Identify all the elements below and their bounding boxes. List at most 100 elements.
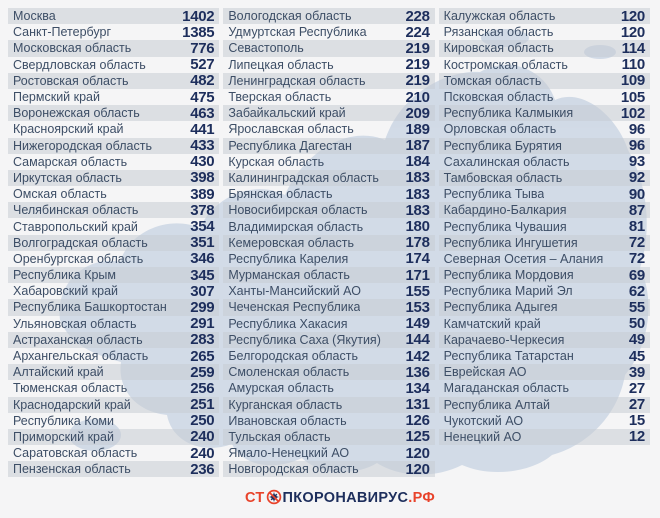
region-row: Ямало-Ненецкий АО 120 xyxy=(223,444,434,462)
region-value: 250 xyxy=(190,412,215,430)
region-value: 27 xyxy=(628,396,645,414)
region-name: Забайкальский край xyxy=(228,106,346,121)
region-row: Белгородская область 142 xyxy=(223,348,434,365)
region-name: Самарская область xyxy=(13,154,128,169)
region-value: 180 xyxy=(405,218,430,236)
region-row: Тульская область 125 xyxy=(223,428,435,446)
region-name: Новосибирская область xyxy=(228,203,368,218)
region-value: 251 xyxy=(190,396,215,414)
region-value: 96 xyxy=(628,137,645,155)
region-name: Ставропольский край xyxy=(13,219,138,234)
region-name: Пермский край xyxy=(13,90,100,105)
region-name: Брянская область xyxy=(228,187,333,202)
region-name: Республика Татарстан xyxy=(443,349,574,364)
region-row: Удмуртская Республика 224 xyxy=(223,23,434,41)
region-value: 346 xyxy=(190,250,215,268)
region-value: 27 xyxy=(628,379,645,397)
logo-prefix: СТ xyxy=(244,490,265,506)
region-row: Ульяновская область 291 xyxy=(8,315,219,333)
region-name: Костромская область xyxy=(443,57,568,72)
region-row: Республика Калмыкия 102 xyxy=(438,104,650,122)
region-value: 228 xyxy=(405,7,430,25)
region-row: Калужская область 120 xyxy=(438,8,650,25)
region-value: 50 xyxy=(628,315,645,333)
region-name: Амурская область xyxy=(228,381,334,396)
region-value: 1402 xyxy=(182,7,215,25)
region-name: Саратовская область xyxy=(13,446,138,461)
region-name: Нижегородская область xyxy=(13,138,152,153)
region-row: Брянская область 183 xyxy=(223,186,434,203)
region-value: 45 xyxy=(628,347,645,365)
region-row: Ярославская область 189 xyxy=(223,121,434,138)
region-value: 15 xyxy=(628,412,645,430)
region-value: 125 xyxy=(405,428,430,446)
region-value: 187 xyxy=(405,137,430,155)
region-row: Кабардино-Балкария 87 xyxy=(438,202,650,219)
regions-column-1: Москва 1402 Санкт-Петербург 1385 Московская … xyxy=(8,7,220,478)
region-value: 265 xyxy=(190,347,215,365)
region-row: Чукотский АО 15 xyxy=(439,412,650,430)
region-value: 224 xyxy=(405,23,430,41)
region-name: Вологодская область xyxy=(228,9,352,24)
region-value: 183 xyxy=(405,169,430,187)
region-row: Томская область 109 xyxy=(438,72,650,90)
region-row: Тамбовская область 92 xyxy=(438,169,650,186)
region-name: Магаданская область xyxy=(443,381,570,396)
region-value: 219 xyxy=(405,72,430,90)
region-value: 345 xyxy=(190,266,215,284)
region-name: Республика Адыгея xyxy=(443,300,558,315)
region-name: Оренбургская область xyxy=(13,251,144,266)
region-value: 291 xyxy=(190,315,215,333)
region-row: Омская область 389 xyxy=(8,186,219,203)
region-name: Карачаево-Черкесия xyxy=(443,332,565,347)
region-name: Калужская область xyxy=(443,9,556,24)
region-value: 209 xyxy=(405,104,430,122)
region-name: Тверская область xyxy=(228,90,332,105)
region-name: Северная Осетия – Алания xyxy=(443,251,604,266)
region-row: Карачаево-Черкесия 49 xyxy=(438,331,650,349)
region-name: Еврейская АО xyxy=(443,365,527,380)
region-row: Архангельская область 265 xyxy=(8,347,219,365)
region-name: Республика Бурятия xyxy=(443,138,562,153)
region-row: Мурманская область 171 xyxy=(223,267,435,284)
region-name: Республика Коми xyxy=(13,413,115,428)
region-value: 153 xyxy=(405,298,430,316)
region-row: Астраханская область 283 xyxy=(8,331,220,349)
region-row: Волгоградская область 351 xyxy=(8,234,220,251)
region-row: Нижегородская область 433 xyxy=(8,137,220,155)
region-name: Республика Мордовия xyxy=(443,268,574,283)
region-name: Красноярский край xyxy=(13,122,124,137)
region-row: Республика Адыгея 55 xyxy=(438,299,650,316)
region-name: Московская область xyxy=(13,41,132,56)
region-value: 433 xyxy=(190,137,215,155)
region-value: 134 xyxy=(405,379,430,397)
region-value: 131 xyxy=(405,396,430,414)
region-name: Ульяновская область xyxy=(13,316,137,331)
region-name: Томская область xyxy=(443,73,542,88)
logo-suffix: .РФ xyxy=(408,490,436,506)
region-name: Тамбовская область xyxy=(443,170,563,185)
region-value: 102 xyxy=(620,104,645,122)
region-name: Омская область xyxy=(13,187,107,202)
region-value: 49 xyxy=(628,331,645,349)
region-value: 109 xyxy=(620,72,645,90)
region-name: Смоленская область xyxy=(228,365,350,380)
region-value: 114 xyxy=(621,39,646,57)
region-row: Самарская область 430 xyxy=(8,153,219,170)
stopcoronavirus-logo: СТ ПКОРОНАВИРУС.РФ xyxy=(10,489,660,509)
region-row: Алтайский край 259 xyxy=(8,364,220,381)
region-value: 527 xyxy=(190,56,215,74)
region-row: Тюменская область 256 xyxy=(8,380,219,397)
region-row: Псковская область 105 xyxy=(439,89,650,106)
region-value: 120 xyxy=(405,444,430,462)
region-name: Ненецкий АО xyxy=(443,429,522,444)
region-name: Мурманская область xyxy=(228,268,350,283)
region-value: 240 xyxy=(190,428,215,446)
region-value: 283 xyxy=(190,331,215,349)
region-row: Саратовская область 240 xyxy=(8,445,219,462)
region-row: Республика Хакасия 149 xyxy=(223,315,434,332)
region-name: Кемеровская область xyxy=(228,235,354,250)
region-row: Республика Мордовия 69 xyxy=(438,267,650,284)
region-row: Пензенская область 236 xyxy=(8,461,220,478)
region-name: Республика Тыва xyxy=(443,187,545,202)
